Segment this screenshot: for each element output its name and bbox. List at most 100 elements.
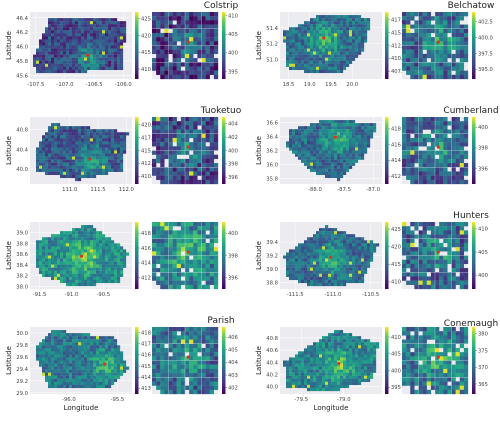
swath-cell xyxy=(48,138,52,142)
zoom-cell xyxy=(213,331,219,336)
zoom-cell xyxy=(209,137,215,143)
swath-cell xyxy=(331,267,335,271)
swath-cell xyxy=(286,144,290,148)
zoom-cell xyxy=(414,133,419,139)
swath-cell xyxy=(57,135,61,139)
zoom-cell xyxy=(152,226,157,231)
zoom-cell xyxy=(180,335,186,340)
zoom-cell xyxy=(168,137,173,143)
swath-cell xyxy=(325,21,329,25)
swath-cell xyxy=(292,270,296,274)
swath-cell xyxy=(102,60,106,64)
swath-cell xyxy=(331,132,335,136)
zoom-cell xyxy=(430,171,436,176)
swath-cell xyxy=(298,141,302,145)
zoom-cell xyxy=(189,154,194,160)
swath-cell xyxy=(48,273,52,277)
zoom-cell xyxy=(414,45,419,50)
swath-cell xyxy=(93,240,97,244)
zoom-cell xyxy=(189,230,194,235)
zoom-cell xyxy=(418,37,423,42)
panel-5: Hunters-111.5 -111.0 -110.539.439.239.038.… xyxy=(255,211,489,298)
swath-cell xyxy=(364,243,368,247)
swath-cell xyxy=(334,39,338,43)
swath-cell xyxy=(51,237,55,241)
zoom-cell xyxy=(459,276,465,281)
x-tick-label: -87.5 xyxy=(337,187,351,193)
swath-cell xyxy=(66,48,70,52)
zoom-cell xyxy=(180,150,186,155)
zoom-cell xyxy=(176,37,182,42)
swath-cell xyxy=(63,231,67,235)
swath-cell xyxy=(96,33,100,37)
swath-cell xyxy=(69,60,73,64)
swath-cell xyxy=(286,258,290,262)
swath-cell xyxy=(286,255,290,259)
swath-cell xyxy=(120,360,124,364)
zoom-cell xyxy=(406,272,411,277)
swath-cell xyxy=(84,360,88,364)
swath-cell xyxy=(328,168,332,172)
zoom-cell xyxy=(160,12,165,17)
swath-cell xyxy=(352,240,356,244)
swath-cell xyxy=(45,48,49,52)
swath-cell xyxy=(72,168,76,172)
zoom-cell xyxy=(201,32,206,38)
swath-cell xyxy=(90,45,94,49)
zoom-cell xyxy=(406,263,411,269)
swath-cell xyxy=(117,369,121,373)
zoom-cell xyxy=(439,158,444,164)
zoom-cell xyxy=(402,45,407,50)
zoom-cell xyxy=(455,251,460,256)
swath-cell xyxy=(319,147,323,151)
zoom-cell xyxy=(193,179,198,185)
swath-cell xyxy=(108,66,112,71)
swath-cell xyxy=(295,54,299,58)
swath-cell xyxy=(349,54,353,58)
zoom-cell xyxy=(439,45,444,50)
swath-cell xyxy=(102,255,106,259)
zoom-cell xyxy=(193,259,198,265)
swath-cell xyxy=(39,360,43,364)
zoom-cell xyxy=(435,133,440,139)
swath-cell xyxy=(45,273,49,277)
zoom-cell xyxy=(172,121,177,126)
swath-cell xyxy=(105,36,109,40)
swath-cell xyxy=(99,237,103,241)
zoom-cell xyxy=(168,32,173,38)
swath-cell xyxy=(78,57,82,61)
zoom-cell xyxy=(451,45,456,50)
swath-cell xyxy=(84,231,88,235)
swath-cell xyxy=(57,156,61,160)
swath-cell xyxy=(51,63,55,67)
zoom-cell xyxy=(447,230,452,235)
swath-cell xyxy=(298,66,302,71)
zoom-cell xyxy=(168,339,173,344)
zoom-cell xyxy=(451,133,456,139)
swath-cell xyxy=(63,330,67,334)
zoom-cell xyxy=(414,158,419,164)
swath-cell xyxy=(105,381,109,386)
swath-cell xyxy=(54,345,58,349)
zoom-cell xyxy=(209,242,215,248)
swath-cell xyxy=(355,132,359,136)
swath-cell xyxy=(93,42,97,46)
swath-cell xyxy=(295,150,299,154)
swath-cell xyxy=(78,282,82,287)
swath-cell xyxy=(334,15,338,19)
swath-cell xyxy=(343,150,347,154)
swath-cell xyxy=(102,276,106,281)
swath-cell xyxy=(105,357,109,361)
swath-cell xyxy=(99,258,103,262)
swath-cell xyxy=(90,171,94,176)
zoom-cell xyxy=(463,280,469,285)
swath-cell xyxy=(45,354,49,358)
swath-cell xyxy=(78,369,82,373)
swath-cell xyxy=(93,243,97,247)
swath-cell xyxy=(66,345,70,349)
swath-cell xyxy=(99,363,103,367)
swath-cell xyxy=(319,246,323,250)
zoom-cell xyxy=(451,37,456,42)
swath-cell xyxy=(114,270,118,274)
swath-cell xyxy=(90,135,94,139)
